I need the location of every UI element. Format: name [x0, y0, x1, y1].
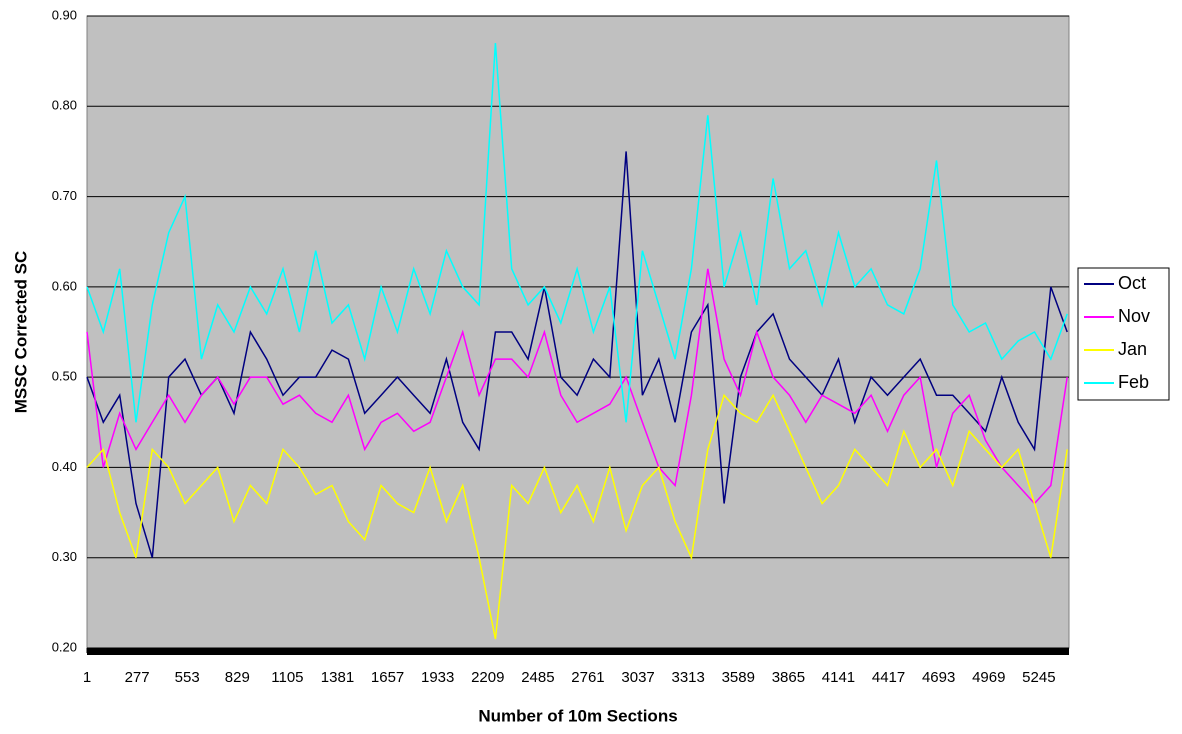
legend-box [1077, 267, 1170, 401]
x-tick-label: 3865 [772, 669, 805, 686]
y-tick-label: 0.50 [52, 369, 77, 384]
x-tick-label: 4693 [922, 669, 955, 686]
x-tick-label: 1 [83, 669, 91, 686]
legend-label: Nov [1118, 306, 1150, 326]
series-line [86, 43, 1068, 423]
x-tick-label: 4969 [972, 669, 1005, 686]
series-line [86, 393, 1068, 640]
series-line [86, 268, 1068, 505]
series-line [86, 151, 1068, 558]
legend-label: Feb [1118, 372, 1149, 392]
x-tick-label: 5245 [1022, 669, 1055, 686]
x-axis-title: Number of 10m Sections [478, 706, 677, 725]
x-tick-label: 4141 [822, 669, 855, 686]
x-tick-label: 2485 [521, 669, 554, 686]
x-tick-label: 1105 [271, 669, 303, 686]
x-tick-label: 829 [225, 669, 250, 686]
x-tick-label: 3037 [621, 669, 654, 686]
y-tick-label: 0.60 [52, 278, 77, 293]
x-tick-label: 553 [175, 669, 200, 686]
y-axis-title: MSSC Corrected SC [11, 251, 30, 413]
x-tick-label: 1381 [321, 669, 354, 686]
x-tick-label: 3589 [722, 669, 755, 686]
legend-label: Jan [1118, 339, 1147, 359]
x-tick-label: 3313 [671, 669, 704, 686]
x-tick-label: 277 [125, 669, 150, 686]
x-tick-label: 1933 [421, 669, 454, 686]
y-tick-label: 0.40 [52, 459, 77, 474]
legend-label: Oct [1118, 273, 1146, 293]
y-tick-label: 0.20 [52, 639, 77, 654]
y-tick-label: 0.30 [52, 549, 77, 564]
x-tick-label: 2761 [571, 669, 604, 686]
y-tick-label: 0.70 [52, 188, 77, 203]
x-tick-label: 1657 [371, 669, 404, 686]
y-tick-label: 0.80 [52, 98, 77, 113]
x-tick-label: 4417 [872, 669, 905, 686]
x-tick-label: 2209 [471, 669, 504, 686]
x-axis-bar [87, 648, 1069, 655]
y-tick-label: 0.90 [52, 7, 77, 22]
